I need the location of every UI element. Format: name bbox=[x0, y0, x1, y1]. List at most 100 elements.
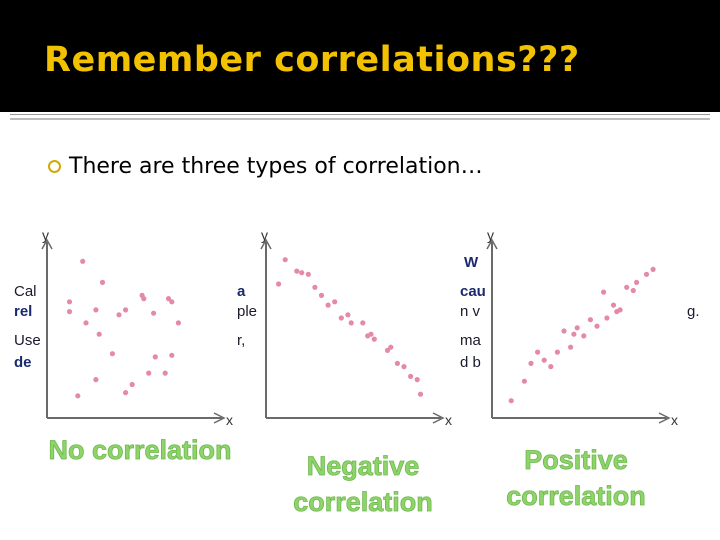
x-axis-arrow bbox=[658, 412, 671, 424]
data-point bbox=[162, 370, 168, 376]
data-point bbox=[152, 354, 158, 360]
title-divider-thin bbox=[10, 114, 710, 115]
y-axis-label: y bbox=[261, 227, 268, 243]
data-point bbox=[96, 331, 102, 337]
plot-panel-background bbox=[45, 234, 232, 422]
data-point bbox=[116, 312, 122, 318]
background-fragment: Cal bbox=[14, 283, 37, 300]
background-fragment: rel bbox=[14, 303, 33, 320]
data-point bbox=[123, 390, 129, 396]
x-axis-label: x bbox=[226, 412, 233, 428]
y-axis-label: y bbox=[42, 227, 49, 243]
bullet-item: There are three types of correlation… bbox=[48, 154, 483, 179]
data-point bbox=[299, 270, 305, 276]
data-point bbox=[384, 347, 391, 353]
data-point bbox=[568, 344, 574, 350]
data-point bbox=[146, 370, 152, 376]
background-fragment: Use bbox=[14, 332, 41, 349]
data-point bbox=[581, 333, 587, 339]
data-point bbox=[541, 357, 547, 363]
data-point bbox=[401, 364, 407, 370]
data-point bbox=[276, 281, 282, 287]
background-fragment: d b bbox=[460, 354, 481, 371]
data-point bbox=[169, 299, 175, 305]
data-point bbox=[318, 292, 325, 298]
data-point bbox=[408, 373, 414, 379]
background-fragment: n v bbox=[460, 303, 481, 320]
data-point bbox=[345, 312, 351, 318]
title-divider-thick bbox=[10, 118, 710, 120]
slide-title: Remember correlations??? bbox=[44, 40, 580, 80]
data-point bbox=[587, 317, 594, 323]
x-axis-arrow bbox=[213, 412, 226, 424]
y-axis-label: y bbox=[487, 227, 494, 243]
data-point bbox=[80, 258, 86, 264]
bullet-text: There are three types of correlation… bbox=[69, 154, 483, 179]
plot-label-positive-correlation: Positive correlation bbox=[506, 445, 646, 512]
background-fragment: de bbox=[14, 354, 32, 371]
data-point bbox=[371, 336, 377, 342]
x-axis-label: x bbox=[445, 412, 452, 428]
data-point bbox=[643, 271, 650, 277]
data-point bbox=[66, 299, 73, 305]
x-axis-arrow bbox=[432, 412, 445, 424]
y-axis-arrow bbox=[486, 238, 498, 250]
plot-label-negative-correlation: Negative correlation bbox=[293, 451, 433, 518]
data-point bbox=[604, 315, 610, 321]
data-point bbox=[610, 302, 617, 308]
data-point bbox=[129, 381, 135, 388]
data-point bbox=[165, 296, 172, 302]
data-point bbox=[624, 284, 630, 290]
data-point bbox=[141, 296, 147, 302]
data-point bbox=[574, 325, 580, 331]
y-axis-arrow bbox=[260, 238, 272, 250]
data-point bbox=[294, 268, 300, 274]
data-point bbox=[554, 349, 561, 355]
data-point bbox=[508, 398, 514, 404]
data-point bbox=[123, 307, 129, 313]
background-fragment: ma bbox=[460, 332, 481, 349]
background-fragment: ple bbox=[237, 303, 258, 320]
data-point bbox=[348, 320, 354, 326]
data-point bbox=[66, 309, 73, 315]
x-axis-label: x bbox=[671, 412, 678, 428]
data-point bbox=[535, 349, 541, 355]
data-point bbox=[365, 333, 371, 339]
background-fragment: r, bbox=[237, 332, 246, 349]
data-point bbox=[93, 377, 99, 383]
background-fragment: W bbox=[464, 254, 479, 271]
data-point bbox=[332, 299, 338, 305]
data-point bbox=[634, 279, 640, 285]
data-point bbox=[394, 360, 400, 366]
plot-panel-background bbox=[264, 234, 451, 422]
data-point bbox=[414, 377, 420, 383]
data-point bbox=[151, 310, 157, 316]
bullet-ring-icon bbox=[48, 160, 61, 173]
plot-label-no-correlation: No correlation bbox=[48, 435, 232, 466]
data-point bbox=[75, 393, 81, 399]
background-fragment: g. bbox=[687, 303, 700, 320]
y-axis-arrow bbox=[41, 238, 53, 250]
data-point bbox=[594, 323, 600, 329]
data-point bbox=[521, 378, 528, 384]
data-point bbox=[571, 331, 577, 337]
plot-panel-background bbox=[490, 234, 677, 422]
data-point bbox=[338, 315, 344, 321]
data-point bbox=[325, 302, 331, 308]
data-point bbox=[650, 266, 656, 272]
data-point bbox=[561, 328, 567, 334]
data-point bbox=[614, 309, 620, 315]
background-fragment: cau bbox=[460, 283, 486, 300]
data-point bbox=[360, 320, 366, 326]
data-point bbox=[109, 351, 115, 357]
data-point bbox=[630, 287, 636, 294]
background-fragment: a bbox=[237, 283, 246, 300]
data-point bbox=[93, 307, 99, 313]
data-point bbox=[601, 289, 607, 295]
data-point bbox=[169, 352, 175, 358]
title-bar: Remember correlations??? bbox=[0, 0, 720, 112]
data-point bbox=[388, 344, 394, 350]
data-point bbox=[282, 257, 288, 263]
data-point bbox=[528, 360, 534, 366]
